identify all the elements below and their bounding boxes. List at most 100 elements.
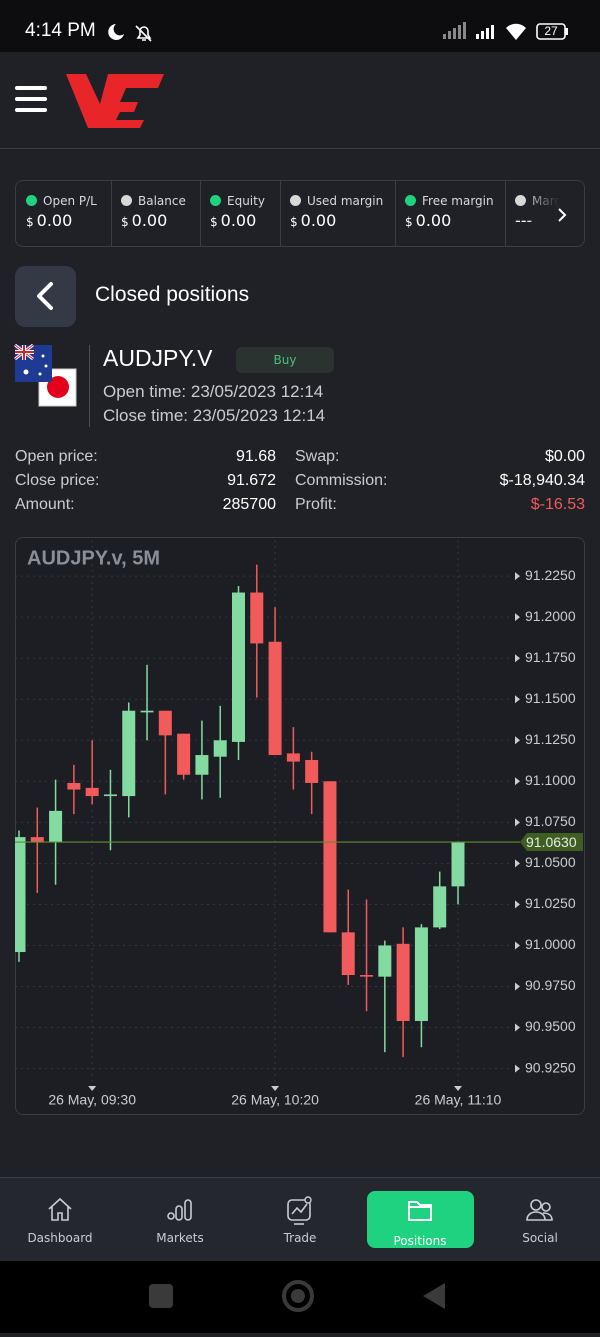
y-tick-mark bbox=[515, 1064, 520, 1073]
label-text: Used margin bbox=[307, 194, 384, 208]
nav-label: Dashboard bbox=[27, 1231, 93, 1245]
nav-label: Trade bbox=[283, 1231, 317, 1245]
page-title: Closed positions bbox=[95, 283, 250, 306]
nav-icon bbox=[167, 1199, 192, 1221]
summary-item: Used margin $0.00 bbox=[280, 181, 396, 246]
summary-label: Used margin bbox=[290, 194, 395, 208]
divider bbox=[89, 345, 90, 427]
summary-value: $0.00 bbox=[121, 211, 200, 230]
nav-label: Positions bbox=[393, 1234, 447, 1248]
x-tick-label: 26 May, 11:10 bbox=[415, 1092, 502, 1108]
amount: 0.00 bbox=[220, 211, 257, 230]
x-tick-label: 26 May, 09:30 bbox=[48, 1092, 136, 1108]
y-tick-mark bbox=[515, 777, 520, 786]
x-tick-label: 26 May, 10:20 bbox=[231, 1092, 319, 1108]
close-time-value: 23/05/2023 12:14 bbox=[192, 406, 326, 425]
nav-icon bbox=[48, 1197, 72, 1221]
nav-item[interactable]: Trade bbox=[240, 1178, 360, 1262]
y-tick-mark bbox=[515, 982, 520, 991]
x-tick-mark bbox=[271, 1086, 280, 1091]
candle-body bbox=[49, 810, 63, 843]
label-text: Equity bbox=[227, 194, 265, 208]
detail-label: Profit: bbox=[295, 496, 337, 513]
y-tick-label: 91.2000 bbox=[525, 608, 576, 624]
label-text: Open P/L bbox=[43, 194, 97, 208]
label-text: Free margin bbox=[422, 194, 494, 208]
side-badge: Buy bbox=[236, 347, 334, 373]
nav-label: Social bbox=[522, 1231, 558, 1245]
nav-item[interactable]: Social bbox=[480, 1178, 600, 1262]
candle-body bbox=[140, 710, 154, 713]
amount: 0.00 bbox=[300, 211, 337, 230]
menu-button[interactable] bbox=[15, 85, 47, 113]
status-icons-right: 27 bbox=[443, 22, 568, 40]
y-tick-label: 90.9750 bbox=[525, 977, 576, 993]
y-tick-mark bbox=[515, 572, 520, 581]
y-tick-mark bbox=[515, 900, 520, 909]
y-tick-label: 91.0500 bbox=[525, 854, 576, 870]
currency: $ bbox=[405, 215, 413, 229]
candle-body bbox=[15, 837, 26, 953]
open-time-value: 23/05/2023 12:14 bbox=[190, 382, 324, 401]
bottom-nav: Dashboard Markets Trade Positions Social bbox=[0, 1177, 600, 1261]
summary-item: Balance $0.00 bbox=[111, 181, 201, 246]
status-dot bbox=[405, 195, 416, 206]
detail-value: 91.68 bbox=[235, 448, 276, 465]
clock: 4:14 PM bbox=[25, 20, 96, 41]
chart-title: AUDJPY.v, 5M bbox=[27, 547, 160, 569]
nav-icon bbox=[408, 1201, 432, 1221]
candle-body bbox=[195, 755, 209, 775]
y-tick-label: 90.9250 bbox=[525, 1059, 576, 1075]
nav-item[interactable]: Markets bbox=[120, 1178, 240, 1262]
candle-body bbox=[360, 975, 374, 977]
y-tick-label: 91.1500 bbox=[525, 690, 576, 706]
summary-item: Equity $0.00 bbox=[200, 181, 281, 246]
candle-body bbox=[250, 592, 264, 644]
candle-body bbox=[177, 733, 191, 775]
recents-button[interactable] bbox=[149, 1284, 173, 1308]
currency: $ bbox=[121, 215, 129, 229]
scroll-fade[interactable] bbox=[524, 181, 584, 246]
nav-item[interactable]: Dashboard bbox=[0, 1178, 120, 1262]
candle-body bbox=[286, 753, 300, 762]
y-tick-mark bbox=[515, 941, 520, 950]
close-time: Close time: 23/05/2023 12:14 bbox=[103, 406, 325, 426]
candle-body bbox=[414, 927, 428, 1021]
x-tick-mark bbox=[88, 1086, 97, 1091]
candle-body bbox=[232, 592, 245, 742]
y-tick-label: 91.1000 bbox=[525, 772, 576, 788]
candle-body bbox=[378, 945, 392, 977]
candle-body bbox=[30, 837, 44, 843]
back-button[interactable] bbox=[15, 266, 76, 327]
nav-icon bbox=[526, 1199, 553, 1221]
logo[interactable] bbox=[64, 72, 166, 130]
symbol: AUDJPY.V bbox=[103, 345, 213, 371]
detail-label: Close price: bbox=[15, 472, 100, 489]
candle-body bbox=[103, 794, 117, 797]
candle-body bbox=[305, 759, 319, 783]
status-dot bbox=[210, 195, 221, 206]
y-tick-label: 91.0000 bbox=[525, 936, 576, 952]
home-button[interactable] bbox=[282, 1280, 314, 1312]
system-nav bbox=[0, 1261, 600, 1333]
y-tick-label: 91.0250 bbox=[525, 895, 576, 911]
summary-value: $0.00 bbox=[26, 211, 111, 230]
status-dot bbox=[290, 195, 301, 206]
nav-icon bbox=[287, 1196, 312, 1225]
candle-body bbox=[67, 782, 81, 790]
account-summary[interactable]: Open P/L $0.00 Balance $0.00 Equity $0.00 Used… bbox=[15, 180, 585, 247]
amount: 0.00 bbox=[36, 211, 73, 230]
currency: $ bbox=[26, 215, 34, 229]
y-tick-mark bbox=[515, 654, 520, 663]
nav-label: Markets bbox=[156, 1231, 204, 1245]
amount: 0.00 bbox=[415, 211, 452, 230]
back-nav-button[interactable] bbox=[423, 1283, 445, 1309]
detail-value: $0.00 bbox=[544, 448, 585, 465]
chart: 91.2250 91.2000 91.1750 91.1500 91.1250 91.10… bbox=[15, 540, 583, 1108]
status-bar: 4:14 PM 27 bbox=[0, 0, 600, 52]
nav-item[interactable]: Positions bbox=[360, 1178, 480, 1262]
currency: $ bbox=[210, 215, 218, 229]
summary-label: Balance bbox=[121, 194, 200, 208]
candle-body bbox=[433, 886, 447, 928]
